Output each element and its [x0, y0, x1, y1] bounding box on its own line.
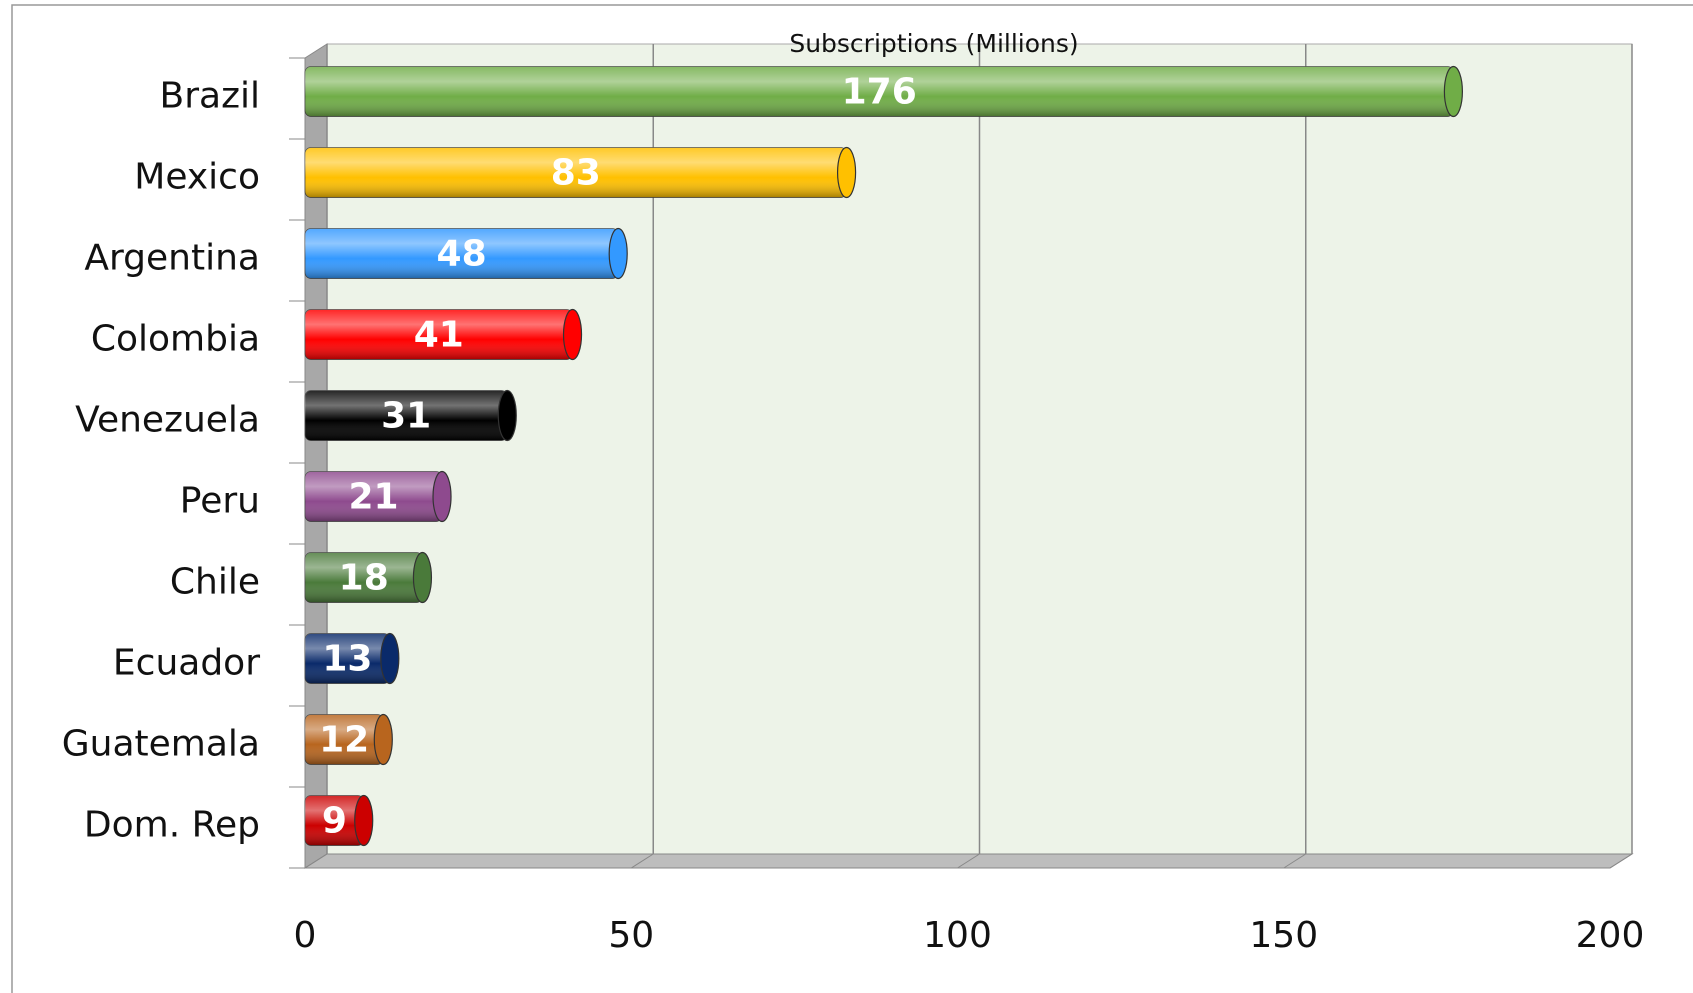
y-tick-label: Mexico — [134, 157, 260, 198]
y-tick-label: Peru — [180, 481, 260, 522]
data-label: 176 — [842, 72, 917, 113]
data-label: 9 — [322, 801, 347, 842]
bar-shine — [305, 147, 847, 198]
data-label: 83 — [551, 153, 601, 194]
tick-mark — [1609, 853, 1633, 869]
tick-mark — [630, 853, 654, 869]
y-tick-label: Brazil — [160, 76, 260, 117]
bar-shine — [305, 633, 390, 684]
tick-mark — [957, 853, 980, 869]
x-tick-label: 0 — [294, 915, 317, 956]
y-tick-label: Ecuador — [113, 643, 260, 684]
bar-shine — [305, 309, 573, 360]
bar-cap — [380, 632, 400, 685]
tick-mark — [1283, 853, 1307, 869]
bar-shine — [305, 714, 384, 765]
bar-cap — [562, 308, 583, 361]
chart-title: Subscriptions (Millions) — [789, 29, 1078, 58]
bar-shine — [305, 228, 619, 279]
data-label: 31 — [381, 396, 431, 437]
bar-cap — [373, 713, 393, 766]
data-label: 21 — [348, 477, 398, 518]
x-tick-label: 100 — [923, 915, 992, 956]
data-label: 12 — [319, 720, 369, 761]
frame — [11, 4, 1693, 993]
x-tick-label: 50 — [608, 915, 654, 956]
bar-shine — [305, 390, 508, 441]
y-tick-label: Chile — [170, 562, 260, 603]
data-label: 13 — [322, 639, 372, 680]
data-label: 18 — [339, 558, 389, 599]
bar-shine — [305, 471, 443, 522]
bar-cap — [836, 146, 857, 199]
bar-shine — [305, 795, 364, 846]
x-tick-label: 150 — [1249, 915, 1318, 956]
data-label: 41 — [414, 315, 464, 356]
tick-mark — [304, 853, 328, 869]
bar-cap — [608, 227, 628, 280]
bar-cap — [354, 794, 374, 847]
y-tick-label: Venezuela — [75, 400, 260, 441]
y-tick-label: Argentina — [84, 238, 260, 279]
x-tick-label: 200 — [1576, 915, 1645, 956]
data-label: 48 — [437, 234, 487, 275]
y-tick-label: Dom. Rep — [84, 805, 260, 846]
y-tick-label: Guatemala — [62, 724, 260, 765]
y-tick-label: Colombia — [91, 319, 260, 360]
bar-cap — [432, 470, 452, 523]
plot-area: 0 50 100 150 200 Brazil 176 Mexico 83 Argentina 48… — [62, 43, 1645, 956]
bar-cap — [412, 551, 433, 604]
bar-shine — [305, 552, 423, 603]
bar-shine — [305, 66, 1454, 117]
bar-cap — [497, 389, 517, 442]
bar-cap — [1443, 65, 1464, 118]
